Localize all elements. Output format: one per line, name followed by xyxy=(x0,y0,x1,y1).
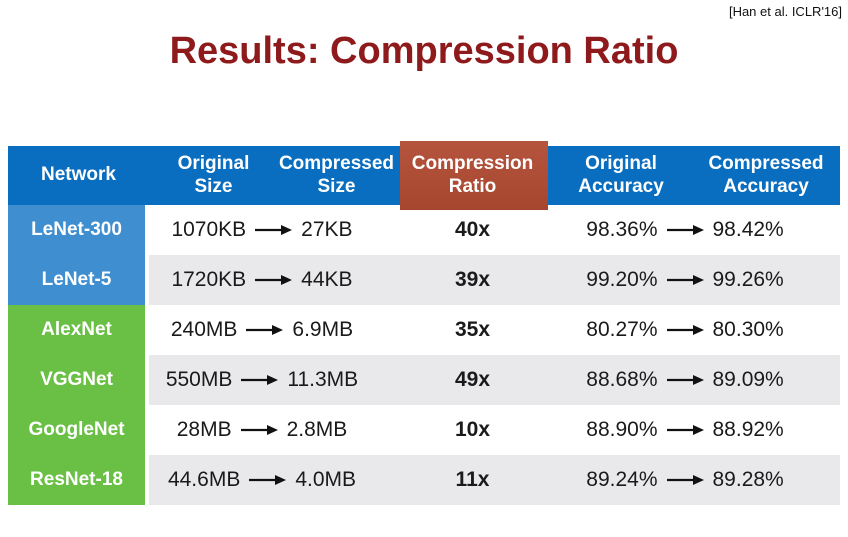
arrow-right-icon xyxy=(666,474,704,486)
compression-ratio-value: 39x xyxy=(395,255,550,305)
header-network: Network xyxy=(8,146,149,205)
network-cell: AlexNet xyxy=(8,305,145,355)
original-size-value: 550MB xyxy=(165,368,233,391)
compressed-size-value: 27KB xyxy=(301,218,353,241)
arrow-right-icon xyxy=(666,374,704,386)
arrow-right-icon xyxy=(666,424,704,436)
table-row: GoogleNet 28MB 2.8MB 10x 88.90% 88.92% xyxy=(8,405,840,455)
compressed-size-value: 2.8MB xyxy=(286,418,348,441)
header-line: Accuracy xyxy=(723,175,809,197)
original-accuracy-value: 89.24% xyxy=(586,468,658,491)
compressed-accuracy-value: 98.42% xyxy=(712,218,784,241)
original-size-value: 1070KB xyxy=(171,218,247,241)
compressed-accuracy-value: 80.30% xyxy=(712,318,784,341)
arrow-right-icon xyxy=(246,324,284,336)
compressed-accuracy-value: 99.26% xyxy=(712,268,784,291)
header-line: Ratio xyxy=(448,175,497,197)
table-row: LeNet-300 1070KB 27KB 40x 98.36% 98.42% xyxy=(8,205,840,255)
original-accuracy-value: 88.68% xyxy=(586,368,658,391)
compression-ratio-value: 35x xyxy=(395,305,550,355)
original-accuracy-value: 99.20% xyxy=(586,268,658,291)
network-cell: LeNet-300 xyxy=(8,205,145,255)
header-line: Original xyxy=(585,153,657,175)
header-line: Accuracy xyxy=(578,175,664,197)
size-pair-cell: 28MB 2.8MB xyxy=(149,405,395,455)
original-size-value: 1720KB xyxy=(171,268,247,291)
header-original-accuracy: Original Accuracy xyxy=(550,146,692,205)
table-row: ResNet-18 44.6MB 4.0MB 11x 89.24% 89.28% xyxy=(8,455,840,505)
header-line: Compressed xyxy=(708,153,824,175)
compressed-accuracy-value: 88.92% xyxy=(712,418,784,441)
original-accuracy-value: 80.27% xyxy=(586,318,658,341)
table-row: VGGNet 550MB 11.3MB 49x 88.68% 89.09% xyxy=(8,355,840,405)
header-original-size: Original Size xyxy=(149,146,278,205)
arrow-right-icon xyxy=(240,424,278,436)
compression-ratio-value: 40x xyxy=(395,205,550,255)
table-row: AlexNet 240MB 6.9MB 35x 80.27% 80.30% xyxy=(8,305,840,355)
size-pair-cell: 1070KB 27KB xyxy=(149,205,395,255)
column-gap xyxy=(145,205,149,255)
original-size-value: 44.6MB xyxy=(167,468,241,491)
network-cell: LeNet-5 xyxy=(8,255,145,305)
size-pair-cell: 44.6MB 4.0MB xyxy=(149,455,395,505)
column-gap xyxy=(145,405,149,455)
header-line: Original xyxy=(177,153,250,175)
compressed-size-value: 6.9MB xyxy=(292,318,354,341)
header-line: Compressed xyxy=(278,153,395,175)
arrow-right-icon xyxy=(241,374,279,386)
original-size-value: 28MB xyxy=(176,418,232,441)
network-cell: ResNet-18 xyxy=(8,455,145,505)
compressed-accuracy-value: 89.28% xyxy=(712,468,784,491)
compressed-accuracy-value: 89.09% xyxy=(712,368,784,391)
table-header: Network Original Size Compressed Size Co… xyxy=(8,141,840,210)
compression-ratio-value: 11x xyxy=(395,455,550,505)
arrow-right-icon xyxy=(255,224,293,236)
arrow-right-icon xyxy=(249,474,287,486)
compression-ratio-highlight xyxy=(400,141,548,210)
arrow-right-icon xyxy=(666,224,704,236)
header-line: Size xyxy=(194,175,233,197)
page-title: Results: Compression Ratio xyxy=(169,30,679,72)
arrow-right-icon xyxy=(666,324,704,336)
header-compressed-size: Compressed Size xyxy=(278,146,395,205)
column-gap xyxy=(145,255,149,305)
header-line: Network xyxy=(41,164,116,186)
arrow-right-icon xyxy=(255,274,293,286)
arrow-right-icon xyxy=(666,274,704,286)
header-compression-ratio: Compression Ratio xyxy=(395,146,550,205)
accuracy-pair-cell: 99.20% 99.26% xyxy=(550,255,840,305)
accuracy-pair-cell: 88.90% 88.92% xyxy=(550,405,840,455)
size-pair-cell: 1720KB 44KB xyxy=(149,255,395,305)
compressed-size-value: 44KB xyxy=(301,268,353,291)
table-row: LeNet-5 1720KB 44KB 39x 99.20% 99.26% xyxy=(8,255,840,305)
results-table: Network Original Size Compressed Size Co… xyxy=(8,141,840,505)
column-gap xyxy=(145,355,149,405)
original-size-value: 240MB xyxy=(170,318,238,341)
original-accuracy-value: 88.90% xyxy=(586,418,658,441)
compressed-size-value: 4.0MB xyxy=(295,468,357,491)
accuracy-pair-cell: 88.68% 89.09% xyxy=(550,355,840,405)
compression-ratio-value: 10x xyxy=(395,405,550,455)
network-cell: VGGNet xyxy=(8,355,145,405)
size-pair-cell: 550MB 11.3MB xyxy=(149,355,395,405)
accuracy-pair-cell: 98.36% 98.42% xyxy=(550,205,840,255)
network-cell: GoogleNet xyxy=(8,405,145,455)
citation: [Han et al. ICLR'16] xyxy=(728,4,842,19)
compression-ratio-value: 49x xyxy=(395,355,550,405)
header-line: Compression xyxy=(411,153,534,175)
accuracy-pair-cell: 80.27% 80.30% xyxy=(550,305,840,355)
original-accuracy-value: 98.36% xyxy=(586,218,658,241)
size-pair-cell: 240MB 6.9MB xyxy=(149,305,395,355)
accuracy-pair-cell: 89.24% 89.28% xyxy=(550,455,840,505)
header-compressed-accuracy: Compressed Accuracy xyxy=(692,146,840,205)
column-gap xyxy=(145,305,149,355)
compressed-size-value: 11.3MB xyxy=(287,368,359,391)
column-gap xyxy=(145,455,149,505)
header-line: Size xyxy=(317,175,356,197)
